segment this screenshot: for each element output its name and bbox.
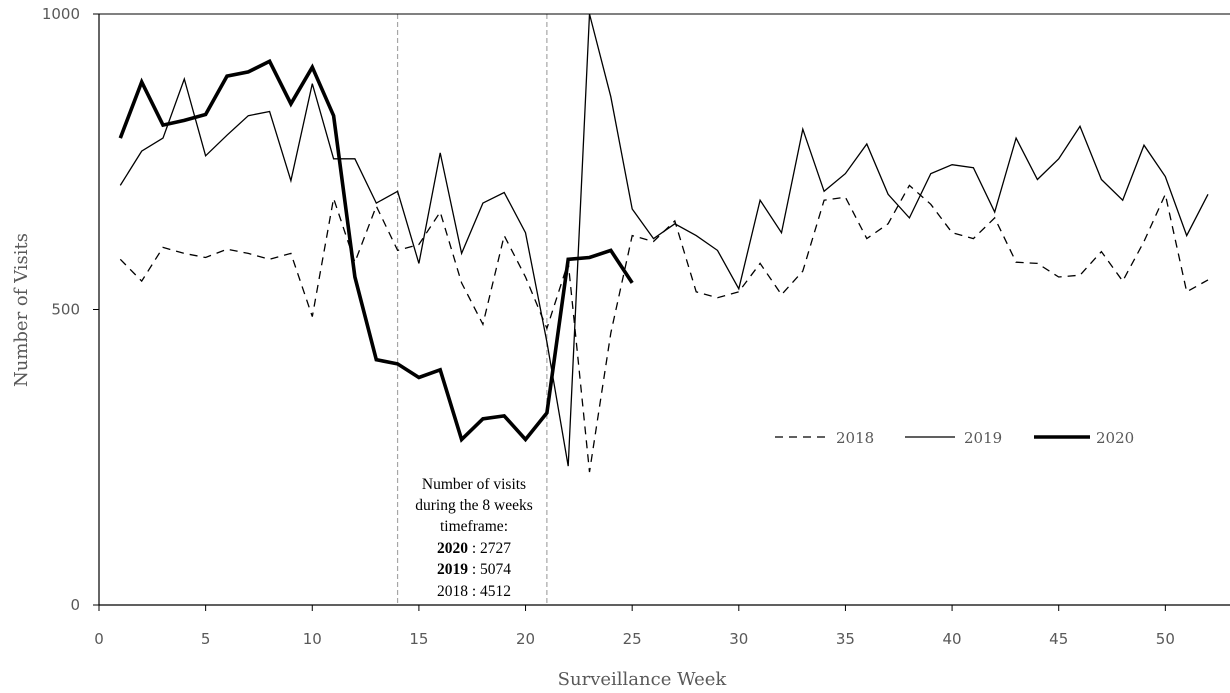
reference-lines	[396, 14, 548, 605]
x-tick-label: 25	[623, 630, 642, 648]
series-line-2020	[118, 58, 634, 443]
legend-label-2018: 2018	[836, 429, 874, 447]
legend-label-2020: 2020	[1096, 429, 1134, 447]
series-line-2018	[119, 184, 1209, 473]
x-tick-label: 20	[516, 630, 535, 648]
annotation-line-3: timeframe:	[440, 518, 508, 535]
series-line-2019	[119, 13, 1209, 467]
x-tick-label: 50	[1156, 630, 1175, 648]
x-tick-label: 45	[1049, 630, 1068, 648]
x-tick-label: 10	[303, 630, 322, 648]
annotation-count-2018: 2018 : 4512	[437, 583, 511, 600]
y-axis-title: Number of Visits	[11, 233, 32, 387]
legend-label-2019: 2019	[964, 429, 1002, 447]
x-tick-label: 15	[409, 630, 428, 648]
annotation-count-2020: 2020 : 2727	[437, 540, 511, 557]
y-tick-label: 0	[70, 596, 80, 614]
x-tick-label: 40	[943, 630, 962, 648]
legend: 2018 2019 2020	[775, 429, 1134, 447]
x-tick-label: 5	[201, 630, 211, 648]
series-lines	[118, 13, 1209, 473]
timeframe-annotation: Number of visits during the 8 weeks time…	[415, 476, 533, 600]
x-tick-label: 35	[836, 630, 855, 648]
x-tick-label: 0	[94, 630, 104, 648]
annotation-line-1: Number of visits	[422, 476, 526, 493]
annotation-line-2: during the 8 weeks	[415, 497, 533, 514]
y-tick-label: 1000	[42, 5, 80, 23]
y-tick-label: 500	[51, 301, 80, 319]
x-tick-label: 30	[729, 630, 748, 648]
annotation-count-2019: 2019 : 5074	[437, 561, 511, 578]
x-axis-title: Surveillance Week	[558, 669, 728, 690]
